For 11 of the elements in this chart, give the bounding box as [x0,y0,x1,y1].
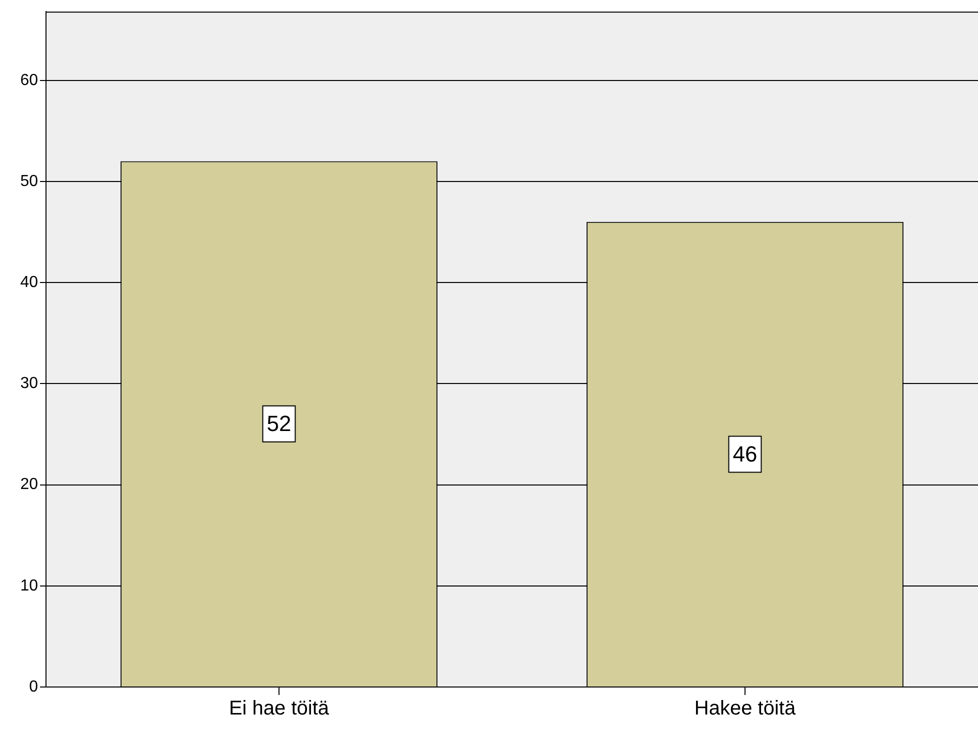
data-label: 52 [266,410,292,436]
x-tick-label: Ei hae töitä [228,698,330,720]
y-tick-label: 30 [20,375,38,392]
y-tick-label: 20 [20,476,38,494]
y-tick-label: 40 [20,274,38,291]
data-label: 46 [732,441,758,466]
y-tick-label: 0 [29,678,38,696]
x-tick-label: Hakee töitä [694,698,796,720]
y-tick-label: 10 [20,577,38,594]
y-tick-label: 50 [20,172,38,190]
y-tick-label: 60 [20,72,38,89]
